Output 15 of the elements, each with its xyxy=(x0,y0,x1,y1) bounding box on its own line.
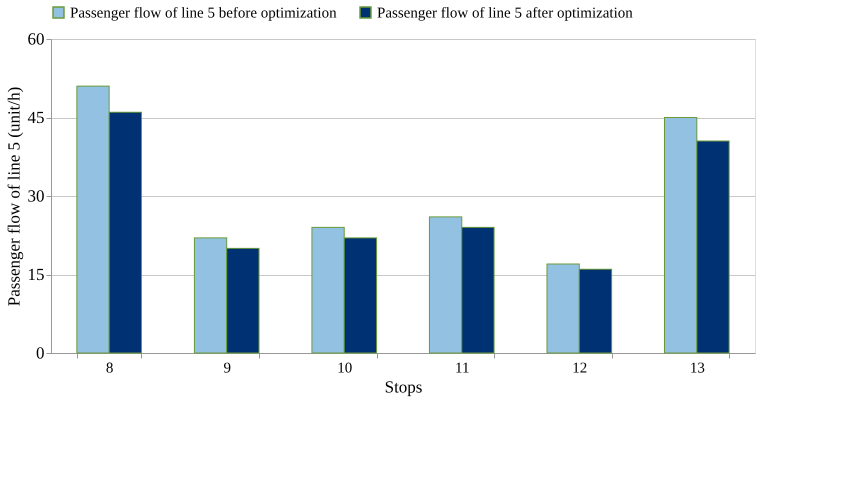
y-axis-title: Passenger flow of line 5 (unit/h) xyxy=(4,86,24,306)
x-tick-label: 10 xyxy=(337,360,352,376)
y-tick-label: 15 xyxy=(28,265,44,284)
y-tick-label: 60 xyxy=(28,30,44,48)
x-tick-label: 13 xyxy=(690,360,705,376)
legend-label: Passenger flow of line 5 after optimization xyxy=(377,6,634,22)
legend-label: Passenger flow of line 5 before optimization xyxy=(70,6,338,22)
x-tick-label: 8 xyxy=(106,360,114,376)
x-axis-title: Stops xyxy=(384,378,422,396)
x-tick-label: 9 xyxy=(223,360,231,376)
x-tick-label: 11 xyxy=(455,360,470,376)
x-tick-label: 12 xyxy=(572,360,588,376)
y-tick-label: 0 xyxy=(36,344,44,362)
y-tick-label: 45 xyxy=(28,108,44,127)
y-tick-label: 30 xyxy=(28,186,44,206)
